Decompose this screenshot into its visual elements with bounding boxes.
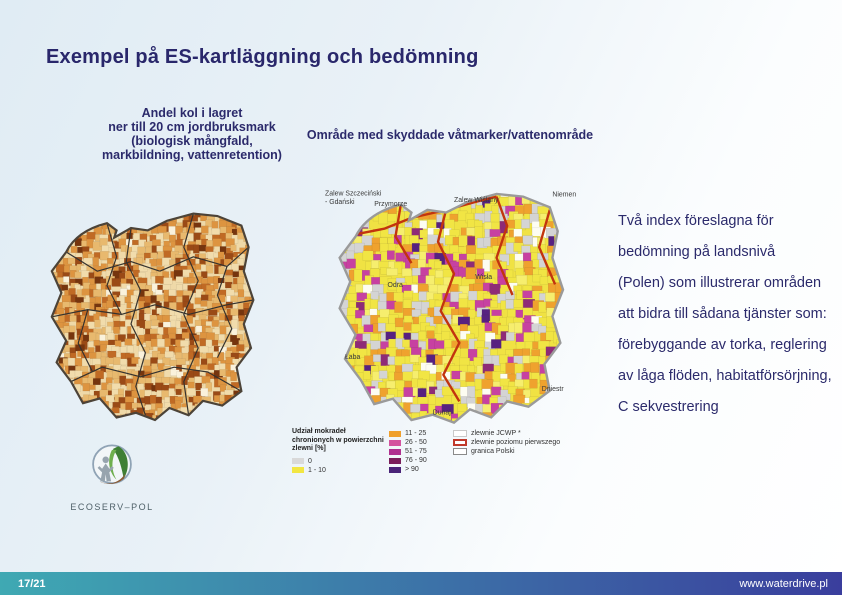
legend-entry: 1 - 10 — [292, 466, 389, 475]
svg-text:Łaba: Łaba — [345, 354, 361, 361]
legend-label: zlewnie poziomu pierwszego — [471, 439, 561, 446]
ecoserv-pol-logo: ECOSERV–POL — [64, 440, 160, 512]
page-number: 17/21 — [18, 577, 46, 590]
legend-label: zlewnie JCWP * — [471, 430, 521, 437]
legend-label: > 90 — [405, 466, 419, 473]
legend-swatch — [453, 430, 467, 437]
middle-map-caption: Område med skyddade våtmarker/vattenområ… — [306, 128, 594, 142]
text-line: Två index föreslagna för — [618, 213, 774, 229]
legend-label: 1 - 10 — [308, 466, 326, 474]
legend-entry: > 90 — [389, 465, 453, 474]
legend-label: granica Polski — [471, 448, 515, 455]
basin-borders — [358, 195, 557, 403]
svg-text:Dniestr: Dniestr — [542, 386, 565, 393]
poland-map-left — [50, 212, 255, 422]
legend-entry: 0 — [292, 457, 389, 466]
legend-swatch — [453, 439, 467, 446]
caption-line: ner till 20 cm jordbruksmark — [108, 120, 276, 134]
legend-label: 51 - 75 — [405, 448, 427, 455]
legend-entry: 11 - 25 — [389, 429, 453, 438]
voivodeship-borders — [51, 213, 254, 416]
river-basin-labels: Zalew Szczeciński - Gdański Przymorze Zalew… — [325, 190, 576, 416]
caption-line: Andel kol i lagret — [141, 106, 243, 120]
legend-swatch — [453, 448, 467, 455]
footer-url: www.waterdrive.pl — [739, 577, 828, 590]
legend-entry: granica Polski — [453, 447, 563, 456]
middle-map-wetlands-choropleth: Zalew Szczeciński - Gdański Przymorze Zalew… — [296, 178, 612, 428]
legend-swatch — [389, 448, 401, 455]
svg-text:Zalew Szczeciński: Zalew Szczeciński — [325, 190, 382, 197]
legend-label: 0 — [308, 457, 312, 465]
poland-outline — [50, 212, 255, 422]
legend-title: Udział mokradeł chronionych w powierzchn… — [292, 428, 384, 452]
legend-label: 76 - 90 — [405, 457, 427, 464]
left-map-carbon-choropleth — [35, 183, 275, 441]
legend-entry: 76 - 90 — [389, 456, 453, 465]
svg-text:Odra: Odra — [388, 282, 404, 289]
summary-text: Två index föreslagna för bedömning på la… — [618, 206, 842, 423]
caption-line: (biologisk mångfald, — [131, 134, 253, 148]
svg-text:- Gdański: - Gdański — [325, 199, 355, 206]
legend-label: 11 - 25 — [405, 430, 427, 437]
poland-outline — [338, 192, 565, 425]
svg-text:Dunaj: Dunaj — [433, 410, 452, 417]
left-map-caption: Andel kol i lagret ner till 20 cm jordbr… — [40, 106, 344, 162]
poland-map-middle: Zalew Szczeciński - Gdański Przymorze Zalew… — [325, 190, 576, 425]
legend-fill-classes-b: 11 - 25 26 - 50 51 - 75 76 - 90 > 90 — [389, 428, 453, 475]
page-title: Exempel på ES-kartläggning och bedömning — [46, 46, 479, 68]
wetland-legend: Udział mokradeł chronionych w powierzchn… — [292, 428, 564, 475]
text-line: (Polen) som illustrerar områden — [618, 275, 822, 291]
text-line: C sekvestrering — [618, 399, 719, 415]
svg-text:Przymorze: Przymorze — [374, 201, 407, 208]
legend-entry: 51 - 75 — [389, 447, 453, 456]
legend-entry: 26 - 50 — [389, 438, 453, 447]
logo-label: ECOSERV–POL — [70, 502, 154, 512]
legend-label: 26 - 50 — [405, 439, 427, 446]
legend-swatch — [389, 457, 401, 464]
caption-line: markbildning, vattenretention) — [102, 148, 282, 162]
text-line: av låga flöden, habitatförsörjning, — [618, 368, 832, 384]
footer-bar: 17/21 www.waterdrive.pl — [0, 572, 842, 595]
svg-text:Zalew Wiślany: Zalew Wiślany — [454, 197, 499, 204]
legend-swatch — [292, 458, 304, 464]
text-line: bedömning på landsnivå — [618, 244, 776, 260]
ecoserv-logo-icon — [92, 444, 132, 485]
legend-swatch — [389, 466, 401, 473]
svg-text:Wisła: Wisła — [475, 274, 492, 281]
svg-text:Niemen: Niemen — [552, 192, 576, 199]
text-line: att bidra till sådana tjänster som: — [618, 306, 827, 322]
legend-swatch — [389, 439, 401, 446]
legend-swatch — [292, 467, 304, 473]
legend-entry: zlewnie JCWP * — [453, 429, 563, 438]
legend-outline-classes: zlewnie JCWP * zlewnie poziomu pierwszego… — [453, 428, 563, 475]
legend-entry: zlewnie poziomu pierwszego — [453, 438, 563, 447]
text-line: förebyggande av torka, reglering — [618, 337, 827, 353]
legend-swatch — [389, 430, 401, 437]
